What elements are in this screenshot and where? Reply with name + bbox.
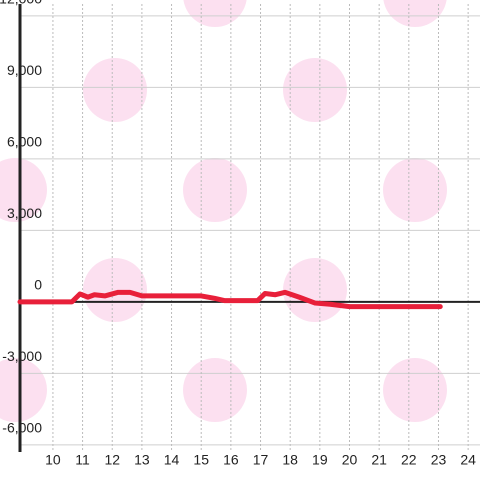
x-tick-label: 22 xyxy=(401,452,417,468)
y-tick-label: 0 xyxy=(34,277,42,293)
y-tick-label: 3,000 xyxy=(7,205,42,221)
x-tick-label: 17 xyxy=(253,452,269,468)
y-tick-label: 9,000 xyxy=(7,62,42,78)
y-tick-label: 6,000 xyxy=(7,134,42,150)
x-tick-label: 15 xyxy=(193,452,209,468)
x-tick-label: 19 xyxy=(312,452,328,468)
x-tick-label: 11 xyxy=(75,452,90,468)
x-tick-label: 10 xyxy=(45,452,61,468)
y-tick-label: 12,000 xyxy=(0,0,42,7)
watermark xyxy=(0,0,447,422)
x-tick-label: 21 xyxy=(371,452,387,468)
data-line xyxy=(17,289,443,310)
y-tick-label: -6,000 xyxy=(2,420,42,436)
x-tick-label: 24 xyxy=(460,452,476,468)
x-tick-label: 12 xyxy=(104,452,120,468)
y-tick-label: -3,000 xyxy=(2,348,42,364)
x-tick-label: 13 xyxy=(134,452,150,468)
x-tick-label: 14 xyxy=(164,452,180,468)
x-tick-label: 18 xyxy=(282,452,298,468)
x-tick-label: 16 xyxy=(223,452,239,468)
x-tick-label: 20 xyxy=(342,452,358,468)
x-tick-label: 23 xyxy=(431,452,447,468)
